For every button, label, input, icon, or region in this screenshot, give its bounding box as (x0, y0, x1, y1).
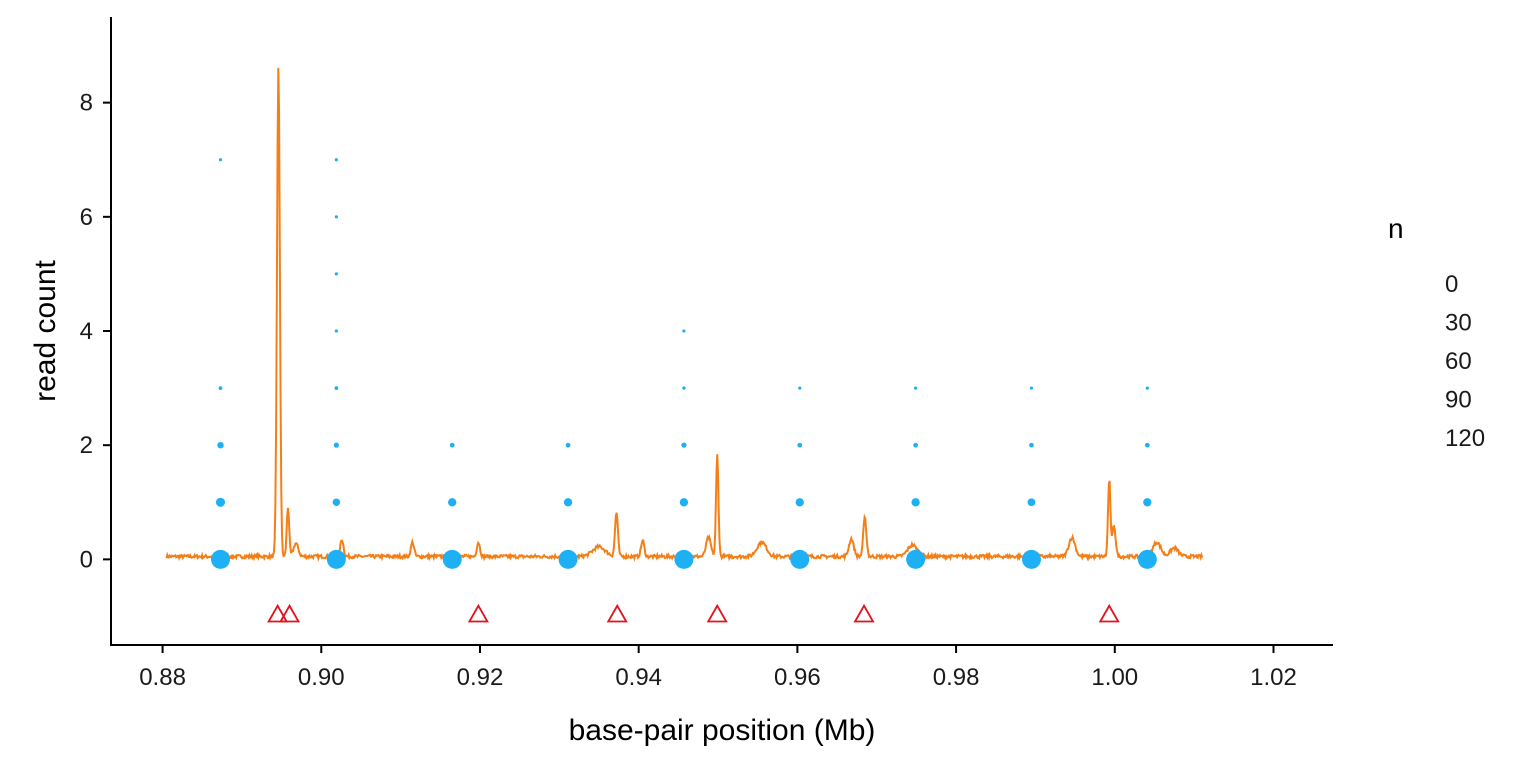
data-point (798, 386, 802, 390)
legend: n 0 30 60 90 120 (1388, 213, 1485, 452)
data-point (795, 498, 804, 507)
data-point (914, 386, 918, 390)
data-point (334, 272, 338, 276)
data-point (563, 498, 573, 507)
legend-entries: 0 30 60 90 120 (1445, 271, 1485, 452)
x-tick-label: 0.90 (298, 664, 345, 691)
triangle-marker (267, 603, 289, 623)
plot-area (165, 67, 1204, 623)
legend-entry-label: 120 (1445, 425, 1485, 452)
data-point (333, 442, 339, 448)
data-point (334, 158, 338, 162)
y-tick-label: 8 (80, 90, 93, 117)
data-point (1029, 386, 1034, 390)
data-point (1027, 498, 1036, 507)
triangle-marker (1098, 603, 1120, 623)
data-point (1145, 386, 1149, 390)
data-point (1143, 498, 1152, 507)
data-point (913, 442, 918, 448)
data-point (215, 497, 226, 507)
data-point (681, 442, 687, 448)
x-axis-title: base-pair position (Mb) (569, 714, 876, 747)
data-point (682, 329, 686, 333)
data-point (565, 442, 571, 448)
y-tick-label: 0 (80, 546, 93, 573)
triangle-marker (467, 603, 489, 623)
y-tick-label: 4 (80, 318, 93, 345)
triangle-marker (278, 603, 301, 623)
data-point (797, 442, 803, 448)
data-point (218, 386, 223, 390)
triangle-marker (606, 603, 628, 623)
data-point (334, 215, 338, 219)
x-tick-label: 0.88 (139, 664, 186, 691)
data-point (334, 329, 338, 333)
data-point (211, 549, 230, 569)
data-point (906, 549, 926, 569)
data-point (332, 498, 341, 506)
x-axis-ticks: 0.88 0.90 0.92 0.94 0.96 0.98 1.00 1.02 (139, 645, 1297, 691)
data-point (218, 158, 223, 162)
triangle-marker (853, 603, 875, 623)
y-tick-label: 2 (80, 432, 93, 459)
legend-entry-label: 90 (1445, 387, 1472, 414)
data-point (682, 386, 686, 390)
x-tick-label: 0.94 (615, 664, 662, 691)
x-tick-label: 0.96 (774, 664, 821, 691)
x-tick-label: 1.00 (1091, 664, 1138, 691)
y-axis-ticks: 0 2 4 6 8 (80, 90, 111, 573)
data-point (674, 549, 694, 569)
data-point (326, 549, 346, 569)
data-point (679, 498, 689, 507)
data-point (1137, 549, 1157, 569)
data-point (334, 386, 339, 390)
data-point (217, 441, 224, 449)
legend-entry-label: 0 (1445, 271, 1458, 298)
data-point (442, 549, 462, 569)
data-point (449, 442, 455, 448)
y-tick-label: 6 (80, 204, 93, 231)
x-tick-label: 0.98 (933, 664, 980, 691)
legend-title: n (1388, 213, 1404, 244)
data-point (1029, 442, 1034, 448)
data-point (558, 549, 578, 569)
data-point (790, 549, 810, 569)
legend-entry-label: 60 (1445, 348, 1472, 375)
data-point (911, 498, 920, 507)
y-axis-title: read count (29, 259, 62, 401)
coverage-line (165, 67, 1204, 563)
data-point (1021, 549, 1041, 569)
data-point (448, 498, 457, 507)
x-tick-label: 1.02 (1250, 664, 1297, 691)
x-tick-label: 0.92 (457, 664, 504, 691)
legend-entry-label: 30 (1445, 310, 1472, 337)
triangle-marker (706, 603, 728, 623)
data-point (1144, 442, 1150, 448)
